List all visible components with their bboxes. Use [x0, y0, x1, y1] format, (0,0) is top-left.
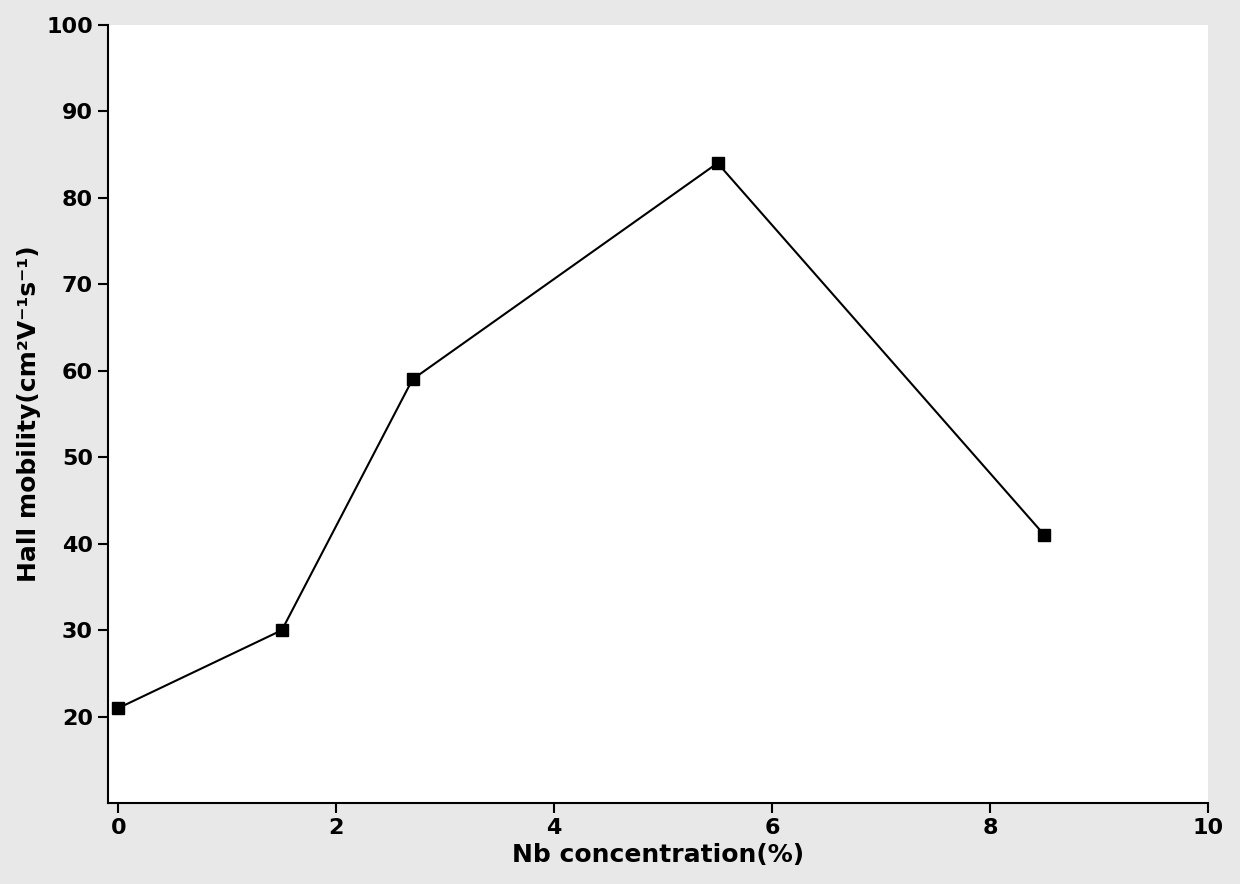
X-axis label: Nb concentration(%): Nb concentration(%)	[512, 843, 804, 867]
Y-axis label: Hall mobility(cm²V⁻¹s⁻¹): Hall mobility(cm²V⁻¹s⁻¹)	[16, 246, 41, 583]
